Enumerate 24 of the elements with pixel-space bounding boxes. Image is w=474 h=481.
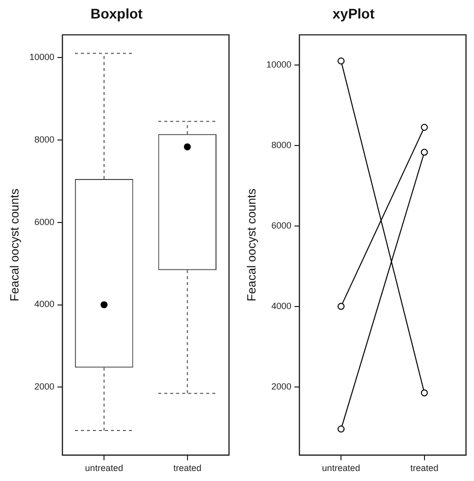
y-axis-title: Feacal oocyst counts [8, 188, 22, 302]
y-tick-label: 8000 [34, 134, 54, 144]
point [420, 148, 428, 156]
point [420, 389, 428, 396]
point [338, 57, 345, 64]
chart-title: Boxplot [90, 5, 143, 22]
y-tick-label: 6000 [34, 216, 54, 227]
y-tick-label: 2000 [271, 381, 292, 392]
x-tick-label: treated [173, 463, 202, 474]
y-tick-label: 10000 [29, 52, 54, 62]
y-tick-label: 2000 [34, 382, 54, 392]
point [338, 302, 345, 310]
y-tick-label: 6000 [271, 220, 292, 230]
y-axis-title: Feacal oocyst counts [244, 188, 259, 302]
point [420, 124, 428, 131]
point [338, 426, 345, 433]
y-tick-label: 10000 [266, 59, 292, 70]
x-tick-label: untreated [322, 463, 360, 474]
y-tick-label: 8000 [271, 140, 292, 150]
x-tick-label: untreated [85, 463, 124, 474]
x-tick-label: treated [410, 463, 438, 474]
y-tick-label: 4000 [34, 299, 54, 310]
chart-title: xyPlot [332, 5, 375, 22]
y-tick-label: 4000 [271, 300, 292, 311]
